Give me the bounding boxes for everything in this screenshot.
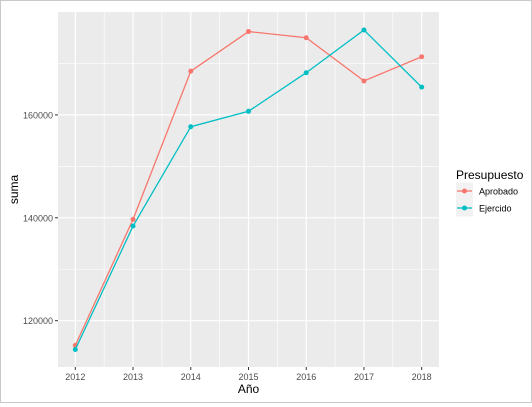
legend-title: Presupuesto: [456, 168, 524, 182]
y-tick-label: 160000: [23, 110, 53, 120]
series-ejercido: [72, 27, 425, 353]
data-point: [303, 35, 309, 41]
minor-gridlines: [58, 12, 439, 367]
y-tick-label: 120000: [23, 316, 53, 326]
x-tick-label: 2016: [296, 372, 316, 382]
data-point: [130, 223, 136, 229]
x-axis-title: Año: [238, 382, 260, 396]
legend: Presupuesto Aprobado Ejercido: [456, 168, 524, 217]
legend-item-ejercido: Ejercido: [456, 199, 512, 217]
x-tick-label: 2018: [412, 372, 432, 382]
major-gridlines: [58, 12, 439, 367]
data-point: [246, 108, 251, 114]
x-tick-label: 2013: [123, 372, 143, 382]
legend-label: Ejercido: [479, 204, 512, 214]
y-tick-label: 140000: [23, 213, 53, 223]
legend-items: Aprobado Ejercido: [456, 182, 518, 217]
y-axis-title: suma: [7, 175, 21, 205]
x-axis: 2012 2013 2014 2015 2016 2017 2018: [65, 367, 432, 382]
data-point: [361, 78, 367, 84]
data-point: [246, 29, 251, 35]
legend-key-point: [462, 188, 467, 194]
x-tick-label: 2015: [238, 372, 258, 382]
y-axis: 120000 140000 160000: [23, 110, 58, 326]
x-tick-label: 2017: [354, 372, 374, 382]
data-point: [188, 124, 194, 130]
data-point: [72, 347, 78, 353]
legend-label: Aprobado: [479, 187, 518, 197]
data-point: [419, 54, 425, 60]
series-layer: [72, 27, 425, 353]
legend-item-aprobado: Aprobado: [456, 182, 518, 200]
data-point: [130, 216, 136, 222]
x-tick-label: 2012: [65, 372, 85, 382]
data-point: [361, 27, 367, 33]
x-tick-label: 2014: [181, 372, 201, 382]
data-point: [419, 84, 425, 90]
data-point: [188, 68, 194, 74]
legend-key-point: [462, 205, 467, 211]
data-point: [303, 70, 309, 76]
